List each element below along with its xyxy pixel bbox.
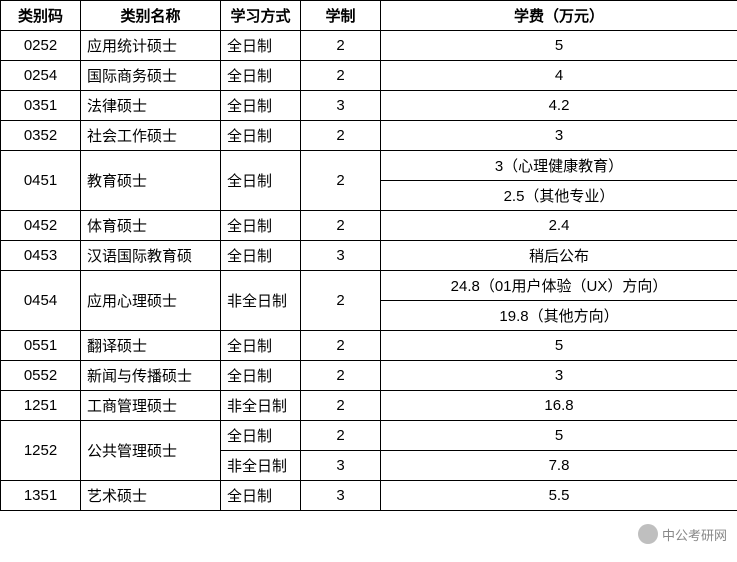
cell-name: 翻译硕士 <box>81 331 221 361</box>
cell-code: 0453 <box>1 241 81 271</box>
cell-duration: 2 <box>301 361 381 391</box>
cell-code: 1351 <box>1 481 81 511</box>
cell-name: 法律硕士 <box>81 91 221 121</box>
cell-code: 1251 <box>1 391 81 421</box>
cell-mode: 全日制 <box>221 481 301 511</box>
cell-duration: 2 <box>301 61 381 91</box>
cell-name: 艺术硕士 <box>81 481 221 511</box>
tuition-table: 类别码 类别名称 学习方式 学制 学费（万元） 0252 应用统计硕士 全日制 … <box>0 0 737 511</box>
table-row: 0551 翻译硕士 全日制 2 5 <box>1 331 737 361</box>
cell-mode: 非全日制 <box>221 451 301 481</box>
table-row: 0453 汉语国际教育硕 全日制 3 稍后公布 <box>1 241 737 271</box>
cell-duration: 3 <box>301 241 381 271</box>
cell-duration: 2 <box>301 121 381 151</box>
cell-name: 公共管理硕士 <box>81 421 221 481</box>
cell-duration: 3 <box>301 451 381 481</box>
table-row: 0352 社会工作硕士 全日制 2 3 <box>1 121 737 151</box>
cell-fee: 3 <box>381 361 737 391</box>
cell-fee: 4 <box>381 61 737 91</box>
cell-name: 教育硕士 <box>81 151 221 211</box>
cell-duration: 2 <box>301 391 381 421</box>
cell-fee: 5 <box>381 31 737 61</box>
cell-code: 0551 <box>1 331 81 361</box>
cell-fee: 3（心理健康教育） <box>381 151 737 181</box>
table-row: 0552 新闻与传播硕士 全日制 2 3 <box>1 361 737 391</box>
cell-code: 0454 <box>1 271 81 331</box>
cell-mode: 全日制 <box>221 331 301 361</box>
cell-duration: 2 <box>301 31 381 61</box>
cell-name: 社会工作硕士 <box>81 121 221 151</box>
cell-code: 0252 <box>1 31 81 61</box>
cell-name: 应用心理硕士 <box>81 271 221 331</box>
cell-fee: 5 <box>381 421 737 451</box>
cell-code: 0451 <box>1 151 81 211</box>
table-row: 0254 国际商务硕士 全日制 2 4 <box>1 61 737 91</box>
cell-name: 应用统计硕士 <box>81 31 221 61</box>
cell-code: 0352 <box>1 121 81 151</box>
cell-mode: 全日制 <box>221 121 301 151</box>
cell-fee: 7.8 <box>381 451 737 481</box>
cell-name: 工商管理硕士 <box>81 391 221 421</box>
cell-fee: 2.4 <box>381 211 737 241</box>
cell-mode: 全日制 <box>221 211 301 241</box>
cell-name: 新闻与传播硕士 <box>81 361 221 391</box>
cell-fee: 24.8（01用户体验（UX）方向） <box>381 271 737 301</box>
cell-code: 0452 <box>1 211 81 241</box>
wechat-icon <box>638 524 658 544</box>
cell-fee: 19.8（其他方向） <box>381 301 737 331</box>
cell-fee: 2.5（其他专业） <box>381 181 737 211</box>
cell-fee: 16.8 <box>381 391 737 421</box>
table-row: 0351 法律硕士 全日制 3 4.2 <box>1 91 737 121</box>
col-header-name: 类别名称 <box>81 1 221 31</box>
cell-mode: 全日制 <box>221 151 301 211</box>
cell-fee: 稍后公布 <box>381 241 737 271</box>
table-row: 0452 体育硕士 全日制 2 2.4 <box>1 211 737 241</box>
watermark: 中公考研网 <box>638 524 727 544</box>
table-row: 0451 教育硕士 全日制 2 3（心理健康教育） <box>1 151 737 181</box>
cell-fee: 3 <box>381 121 737 151</box>
cell-code: 0351 <box>1 91 81 121</box>
cell-duration: 3 <box>301 91 381 121</box>
cell-duration: 2 <box>301 271 381 331</box>
table-row: 0454 应用心理硕士 非全日制 2 24.8（01用户体验（UX）方向） <box>1 271 737 301</box>
col-header-mode: 学习方式 <box>221 1 301 31</box>
cell-mode: 全日制 <box>221 421 301 451</box>
cell-duration: 2 <box>301 151 381 211</box>
cell-name: 体育硕士 <box>81 211 221 241</box>
table-row: 0252 应用统计硕士 全日制 2 5 <box>1 31 737 61</box>
cell-mode: 全日制 <box>221 31 301 61</box>
table-header-row: 类别码 类别名称 学习方式 学制 学费（万元） <box>1 1 737 31</box>
cell-fee: 5 <box>381 331 737 361</box>
cell-name: 国际商务硕士 <box>81 61 221 91</box>
table-row: 1251 工商管理硕士 非全日制 2 16.8 <box>1 391 737 421</box>
cell-code: 0552 <box>1 361 81 391</box>
table-row: 1252 公共管理硕士 全日制 2 5 <box>1 421 737 451</box>
col-header-fee: 学费（万元） <box>381 1 737 31</box>
cell-mode: 全日制 <box>221 91 301 121</box>
cell-duration: 2 <box>301 331 381 361</box>
cell-mode: 全日制 <box>221 61 301 91</box>
cell-duration: 2 <box>301 421 381 451</box>
table-row: 1351 艺术硕士 全日制 3 5.5 <box>1 481 737 511</box>
cell-mode: 非全日制 <box>221 271 301 331</box>
cell-mode: 全日制 <box>221 361 301 391</box>
cell-duration: 3 <box>301 481 381 511</box>
cell-duration: 2 <box>301 211 381 241</box>
col-header-code: 类别码 <box>1 1 81 31</box>
cell-mode: 全日制 <box>221 241 301 271</box>
cell-code: 0254 <box>1 61 81 91</box>
cell-fee: 4.2 <box>381 91 737 121</box>
cell-fee: 5.5 <box>381 481 737 511</box>
cell-name: 汉语国际教育硕 <box>81 241 221 271</box>
cell-mode: 非全日制 <box>221 391 301 421</box>
col-header-duration: 学制 <box>301 1 381 31</box>
watermark-text: 中公考研网 <box>662 525 727 544</box>
cell-code: 1252 <box>1 421 81 481</box>
